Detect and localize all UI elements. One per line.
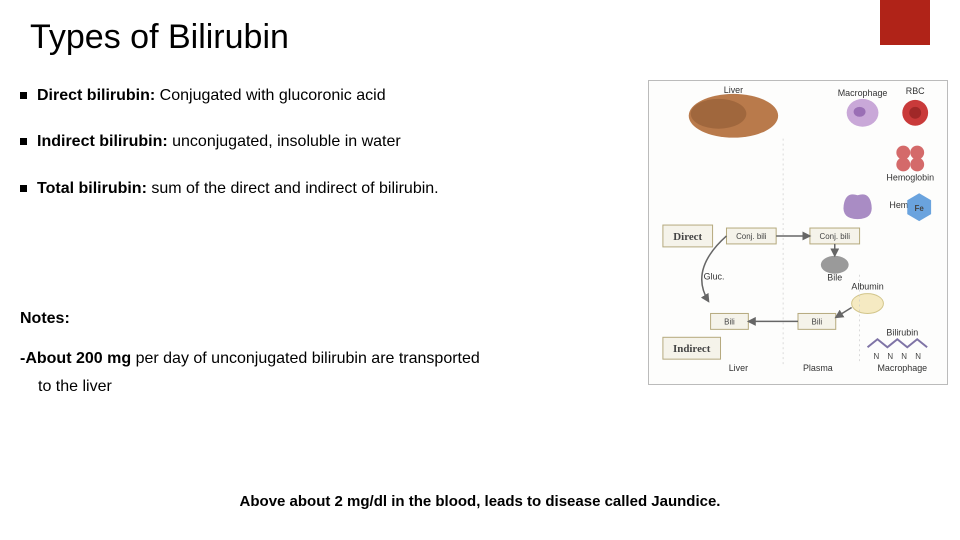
bilirubin-structure-icon: N N N N: [868, 339, 928, 361]
label-gluc: Gluc.: [704, 272, 725, 282]
label-conj-bili-2: Conj. bili: [820, 232, 851, 241]
svg-text:N: N: [901, 352, 907, 361]
label-rbc: RBC: [906, 86, 925, 96]
label-plasma: Plasma: [803, 363, 833, 373]
bullet-label: Direct bilirubin:: [37, 87, 155, 104]
bullet-text: Total bilirubin: sum of the direct and i…: [37, 178, 439, 200]
accent-block: [880, 0, 930, 45]
label-liver-bottom: Liver: [729, 363, 748, 373]
bullet-label: Total bilirubin:: [37, 180, 147, 197]
slide-title: Types of Bilirubin: [30, 18, 289, 57]
notes-bold-run: -About 200 mg: [20, 350, 131, 367]
bullet-desc: Conjugated with glucoronic acid: [155, 87, 385, 104]
label-conj-bili-1: Conj. bili: [736, 232, 767, 241]
bullet-marker: [20, 92, 27, 99]
bullet-item: Direct bilirubin: Conjugated with glucor…: [20, 85, 630, 107]
bilirubin-diagram: Liver Macrophage RBC Hemoglobin Heme Fe …: [648, 80, 948, 385]
label-bile: Bile: [827, 273, 842, 283]
bullet-label: Indirect bilirubin:: [37, 133, 168, 150]
bullet-item: Indirect bilirubin: unconjugated, insolu…: [20, 131, 630, 153]
label-hemoglobin: Hemoglobin: [886, 172, 934, 182]
bullet-marker: [20, 138, 27, 145]
notes-section: Notes: -About 200 mg per day of unconjug…: [20, 310, 630, 399]
label-bili-2: Bili: [812, 317, 823, 326]
label-bilirubin: Bilirubin: [886, 327, 918, 337]
label-liver: Liver: [724, 85, 743, 95]
svg-text:N: N: [915, 352, 921, 361]
bullet-desc: unconjugated, insoluble in water: [168, 133, 401, 150]
notes-line-2: to the liver: [38, 376, 630, 398]
svg-text:N: N: [873, 352, 879, 361]
label-direct: Direct: [673, 231, 702, 243]
heme-icon: [843, 194, 871, 219]
notes-line-1: -About 200 mg per day of unconjugated bi…: [20, 348, 630, 370]
bullet-text: Indirect bilirubin: unconjugated, insolu…: [37, 131, 401, 153]
label-macrophage-bottom: Macrophage: [877, 363, 927, 373]
hemoglobin-icon: [896, 146, 924, 172]
bullet-marker: [20, 185, 27, 192]
notes-rest-1: per day of unconjugated bilirubin are tr…: [131, 350, 480, 367]
label-bili-1: Bili: [724, 317, 735, 326]
svg-text:N: N: [887, 352, 893, 361]
label-fe: Fe: [915, 204, 925, 213]
label-albumin: Albumin: [851, 282, 883, 292]
bullet-desc: sum of the direct and indirect of biliru…: [147, 180, 439, 197]
label-indirect: Indirect: [673, 343, 711, 355]
footer-note: Above about 2 mg/dl in the blood, leads …: [0, 493, 960, 510]
bullet-item: Total bilirubin: sum of the direct and i…: [20, 178, 630, 200]
label-macrophage: Macrophage: [838, 88, 888, 98]
albumin-icon: [852, 294, 884, 314]
bile-icon: [821, 256, 849, 274]
notes-heading: Notes:: [20, 310, 630, 328]
bullet-text: Direct bilirubin: Conjugated with glucor…: [37, 85, 386, 107]
bullet-list: Direct bilirubin: Conjugated with glucor…: [20, 85, 630, 224]
